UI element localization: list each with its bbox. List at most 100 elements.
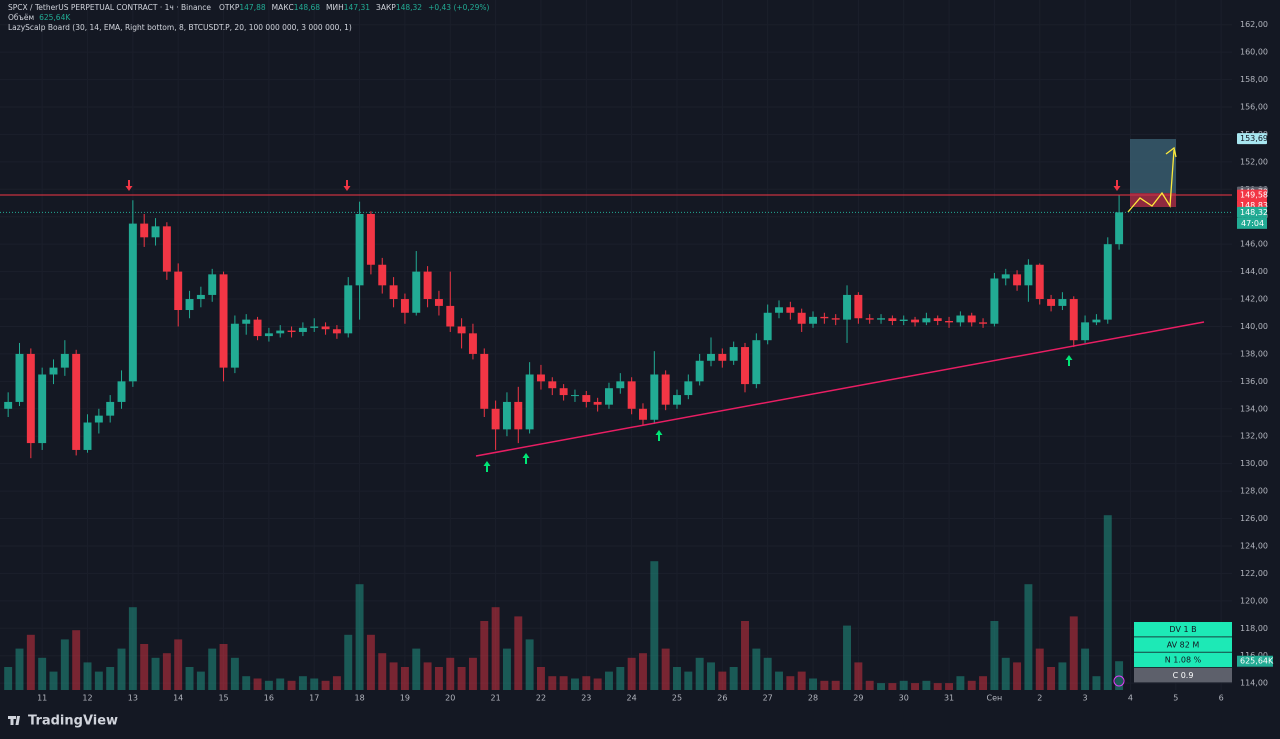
candle-body — [49, 367, 58, 375]
candle-body — [1092, 319, 1101, 323]
volume-bar — [242, 676, 251, 690]
volume-bar — [196, 671, 205, 690]
y-tick-label: 146,00 — [1240, 240, 1268, 249]
volume-bar — [491, 607, 500, 690]
volume-badge — [1237, 655, 1273, 667]
candle-body — [106, 401, 115, 416]
volume-bar — [865, 680, 874, 690]
legend: SPCX / TetherUS PERPETUAL CONTRACT · 1ч … — [8, 3, 489, 32]
x-tick-label: Сен — [987, 694, 1003, 703]
candle-body — [400, 299, 409, 313]
candle-body — [242, 319, 251, 324]
candle-body — [1047, 299, 1056, 306]
candle-body — [344, 285, 353, 334]
candle-body — [276, 330, 285, 334]
candle-body — [378, 264, 387, 286]
candle-body — [4, 401, 13, 409]
volume-bar — [752, 648, 761, 690]
candle-body — [775, 307, 783, 313]
volume-bar — [468, 657, 477, 690]
axes: 114,00 116,00 118,00 120,00 122,00 124,00 126,… — [37, 20, 1274, 702]
candle-body — [854, 294, 863, 319]
candle-body — [593, 401, 602, 405]
volume-bar — [26, 634, 35, 690]
volume-bar — [502, 648, 511, 690]
candle-body — [321, 326, 330, 330]
volume-bar — [582, 676, 591, 690]
candle-body — [174, 271, 183, 311]
volume-bar — [967, 680, 976, 690]
ohlc-value: 148,68 — [294, 3, 320, 12]
x-tick-label: 19 — [400, 694, 410, 703]
price-badge-label: 153,69 — [1240, 134, 1268, 143]
candle-body — [162, 226, 171, 272]
candle-body — [196, 294, 205, 300]
volume-bar — [820, 680, 829, 690]
candle-body — [264, 333, 273, 337]
candle-body — [310, 326, 319, 328]
volume-bar — [922, 680, 931, 690]
volume-layer — [4, 515, 1124, 690]
volume-bar — [933, 683, 942, 690]
countdown-label: 47:04 — [1241, 219, 1264, 228]
candle-body — [389, 285, 398, 300]
candle-body — [219, 274, 228, 368]
candle-body — [83, 422, 92, 450]
candle-body — [763, 312, 772, 341]
volume-bar — [763, 657, 772, 690]
volume-bar — [559, 676, 568, 690]
candle-body — [582, 395, 591, 402]
volume-bar — [707, 662, 715, 690]
candle-body — [559, 388, 568, 396]
y-tick-label: 118,00 — [1240, 624, 1268, 633]
y-tick-label: 142,00 — [1240, 295, 1268, 304]
price-badge — [1237, 133, 1267, 145]
y-tick-label: 128,00 — [1240, 487, 1268, 496]
volume-bar — [128, 607, 137, 690]
volume-bar — [1092, 676, 1101, 690]
candle-body — [752, 340, 761, 385]
candle-body — [707, 353, 715, 361]
candle-body — [480, 353, 489, 409]
volume-bar — [684, 671, 693, 690]
volume-bar — [174, 639, 183, 690]
volume-bar — [208, 648, 217, 690]
countdown-badge — [1237, 217, 1267, 229]
candle-body — [990, 278, 999, 324]
volume-bar — [298, 676, 307, 690]
volume-bar — [536, 667, 545, 690]
down-arrow — [343, 180, 351, 191]
event-icon[interactable] — [1113, 675, 1125, 687]
candle-body — [128, 223, 137, 382]
board-cell — [1134, 652, 1232, 668]
volume-bar — [253, 678, 262, 690]
candle-body — [15, 353, 24, 402]
candle-body — [741, 347, 749, 385]
indicator-line: LazyScalp Board (30, 14, EMA, Right bott… — [8, 23, 352, 32]
volume-bar — [695, 657, 704, 690]
candle-body — [60, 353, 69, 368]
x-tick-label: 11 — [37, 694, 47, 703]
candle-body — [536, 374, 545, 382]
x-tick-label: 12 — [82, 694, 92, 703]
volume-bar — [15, 648, 24, 690]
candle-body — [956, 315, 965, 323]
volume-bar — [1001, 657, 1010, 690]
candle-body — [298, 327, 307, 332]
volume-bar — [151, 657, 160, 690]
y-tick-label: 136,00 — [1240, 377, 1268, 386]
candle-body — [1103, 244, 1112, 320]
volume-bar — [911, 683, 920, 690]
candle-body — [684, 381, 693, 396]
y-tick-label: 134,00 — [1240, 404, 1268, 413]
volume-bar — [446, 657, 455, 690]
board-cell — [1134, 667, 1232, 683]
candle-body — [865, 318, 874, 320]
volume-bar — [49, 671, 58, 690]
volume-bar — [230, 657, 239, 690]
volume-line: Объём 625,64K — [8, 13, 71, 22]
board-text: N 1.08 % — [1165, 656, 1202, 665]
candle-body — [287, 330, 296, 332]
candle-body — [1069, 299, 1078, 341]
volume-bar — [412, 648, 421, 690]
